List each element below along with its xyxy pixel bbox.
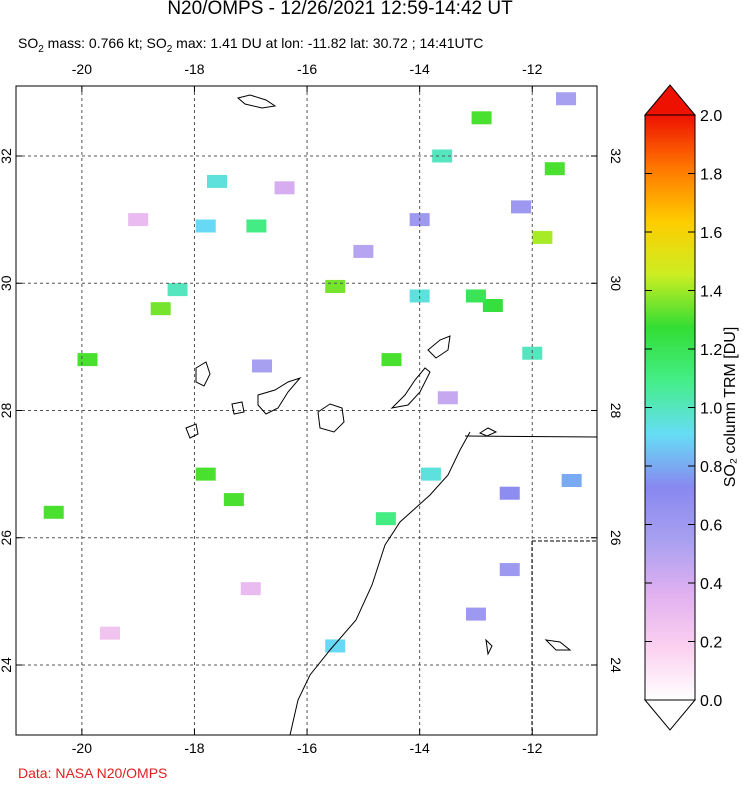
colorbar-tick-label: 0.2 <box>700 635 722 652</box>
y-tick-label: 32 <box>0 148 14 164</box>
x-tick-label: -14 <box>410 740 430 756</box>
y-tick-label: 28 <box>0 403 14 419</box>
map-frame <box>15 85 598 736</box>
subtitle: SO2 mass: 0.766 kt; SO2 max: 1.41 DU at … <box>18 35 483 55</box>
so2-pixel <box>561 473 582 487</box>
so2-pixel <box>77 353 98 367</box>
island <box>236 94 277 109</box>
so2-pixel <box>375 512 396 526</box>
so2-pixel <box>499 563 520 577</box>
so2-pixel <box>195 219 216 233</box>
x-tick-label: -20 <box>72 61 92 77</box>
subtitle-part: 2 <box>38 44 44 55</box>
colorbar-tick-label: 1.2 <box>700 342 722 359</box>
so2-pixel <box>246 219 267 233</box>
x-tick-label: -16 <box>297 740 317 756</box>
y-tick-label: 24 <box>608 657 624 673</box>
grid: -20 -20 -18 -18 -16 -16 -14 -14 -12 -12 24 24 26 26 28… <box>0 61 624 756</box>
coastlines <box>185 94 597 735</box>
island <box>195 361 211 387</box>
so2-pixel <box>437 391 458 405</box>
so2-pixel <box>223 493 244 507</box>
x-tick-label: -14 <box>410 61 430 77</box>
colorbar-tick-label: 0.6 <box>700 518 722 535</box>
x-tick-label: -12 <box>522 61 542 77</box>
so2-pixel <box>252 359 273 373</box>
subtitle-part: SO <box>18 35 38 51</box>
so2-pixel <box>325 279 346 293</box>
colorbar-tick-label: 1.4 <box>700 284 722 301</box>
island <box>317 403 345 433</box>
so2-pixel <box>195 467 216 481</box>
footer: Data: NASA N20/OMPS <box>18 765 167 781</box>
so2-pixel <box>240 582 261 596</box>
island <box>427 335 451 359</box>
so2-pixel <box>465 289 486 303</box>
island <box>257 376 302 415</box>
so2-pixel <box>206 174 227 188</box>
colorbar-label: SO₂ column TRM [DU] <box>722 327 739 488</box>
so2-pixel <box>381 353 402 367</box>
so2-pixel <box>522 346 543 360</box>
so2-pixel <box>499 486 520 500</box>
so2-pixel <box>325 639 346 653</box>
y-tick-label: 26 <box>608 530 624 546</box>
y-tick-label: 26 <box>0 530 14 546</box>
y-tick-label: 30 <box>0 275 14 291</box>
subtitle-part: 2 <box>167 44 173 55</box>
colorbar-tick-label: 1.8 <box>700 167 722 184</box>
coastline <box>289 431 471 735</box>
so2-pixel <box>167 283 188 297</box>
colorbar-tick-label: 2.0 <box>700 108 722 125</box>
island <box>485 638 572 656</box>
so2-pixel <box>471 111 492 125</box>
y-tick-label: 28 <box>608 403 624 419</box>
x-tick-label: -18 <box>184 740 204 756</box>
so2-pixel <box>274 181 295 195</box>
so2-pixel <box>544 162 565 176</box>
colorbar-extend-min <box>643 699 697 731</box>
x-tick-label: -16 <box>297 61 317 77</box>
island <box>231 401 245 415</box>
title: N20/OMPS - 12/26/2021 12:59-14:42 UT <box>167 0 513 19</box>
so2-pixel <box>100 626 121 640</box>
colorbar-tick-label: 1.6 <box>700 225 722 242</box>
x-tick-label: -20 <box>72 740 92 756</box>
y-tick-label: 32 <box>608 148 624 164</box>
colorbar-tick-label: 1.0 <box>700 401 722 418</box>
so2-pixel <box>482 299 503 313</box>
border <box>464 435 597 438</box>
so2-pixel <box>409 289 430 303</box>
island <box>185 423 199 439</box>
colorbar <box>644 114 696 701</box>
so2-pixel <box>510 200 531 214</box>
island <box>390 367 431 409</box>
pixels <box>43 92 582 653</box>
island <box>478 427 498 437</box>
x-tick-label: -12 <box>522 740 542 756</box>
so2-pixel <box>556 92 577 106</box>
colorbar-extend-max <box>643 84 697 116</box>
subtitle-part: mass: 0.766 kt; SO <box>44 35 167 51</box>
y-tick-label: 30 <box>608 275 624 291</box>
so2-pixel <box>150 302 171 316</box>
so2-pixel <box>420 467 441 481</box>
y-tick-label: 24 <box>0 657 14 673</box>
so2-pixel <box>465 607 486 621</box>
so2-pixel <box>128 213 149 227</box>
x-tick-label: -18 <box>184 61 204 77</box>
border <box>531 540 597 735</box>
so2-pixel <box>532 230 553 244</box>
colorbar-tick-label: 0.0 <box>700 693 722 710</box>
subtitle-part: max: 1.41 DU at lon: -11.82 lat: 30.72 ;… <box>172 35 483 51</box>
so2-pixel <box>43 505 64 519</box>
so2-pixel <box>353 244 374 258</box>
colorbar-tick-label: 0.8 <box>700 459 722 476</box>
colorbar-tick-label: 0.4 <box>700 576 722 593</box>
